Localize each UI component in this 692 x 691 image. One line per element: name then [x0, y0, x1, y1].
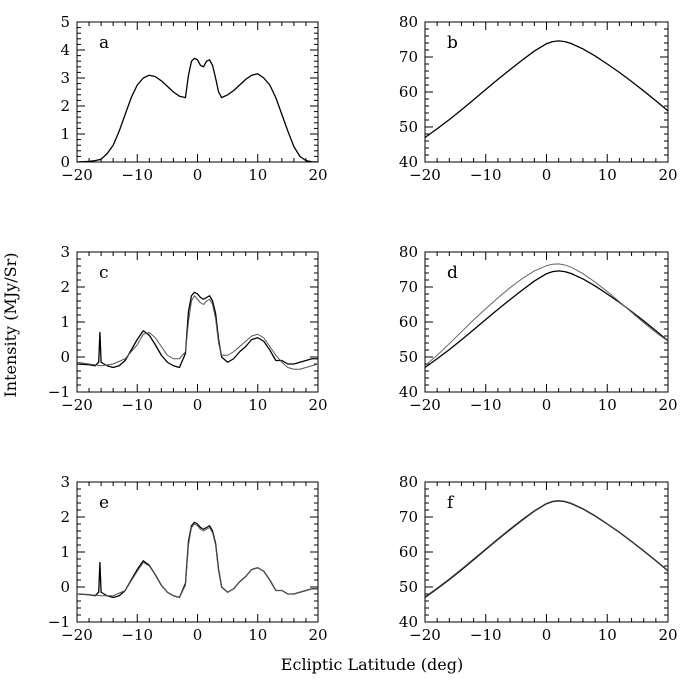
- panel-b-xtick-label: 20: [658, 166, 677, 184]
- panel-a-xtick-label: 10: [248, 166, 267, 184]
- panel-a-series-profile: [76, 57, 319, 163]
- panel-c-xtick-label: 0: [193, 396, 203, 414]
- panel-e-series-model: [76, 523, 318, 598]
- panel-a-ytick-label: 2: [60, 97, 70, 115]
- panel-a-xtick-label: −10: [121, 166, 153, 184]
- panel-d-ytick-label: 80: [399, 243, 418, 261]
- panel-f-xtick-label: 0: [542, 626, 552, 644]
- panel-b-letter: b: [447, 33, 458, 53]
- panel-a-xtick-label: −20: [61, 166, 93, 184]
- panel-d-series-model: [424, 263, 669, 367]
- panel-d-ytick-label: 60: [399, 313, 418, 331]
- panel-f-series-observed: [424, 500, 669, 599]
- panel-c-ytick-label: 1: [60, 313, 70, 331]
- panel-a-ytick-label: 1: [60, 125, 70, 143]
- y-axis-title: Intensity (MJy/Sr): [1, 252, 20, 397]
- panel-b-xtick-label: 10: [598, 166, 617, 184]
- panel-e-xtick-label: 0: [193, 626, 203, 644]
- panel-d-xtick-label: −10: [470, 396, 502, 414]
- panel-c-letter: c: [99, 263, 109, 283]
- panel-a-letter: a: [99, 33, 109, 53]
- panel-a-ytick-label: 5: [60, 13, 70, 31]
- panel-e-xtick-label: 20: [308, 626, 327, 644]
- panel-f-ytick-label: 70: [399, 508, 418, 526]
- panel-d-letter: d: [447, 263, 458, 283]
- panel-f-xtick-label: −10: [470, 626, 502, 644]
- panel-b-xtick-label: −20: [409, 166, 441, 184]
- panel-b-xtick-label: −10: [470, 166, 502, 184]
- panel-d-xtick-label: −20: [409, 396, 441, 414]
- panel-c-frame: [76, 251, 319, 393]
- panel-e-ytick-label: 3: [60, 473, 70, 491]
- panel-a-ytick-label: 0: [60, 153, 70, 171]
- panel-a-ytick-label: 3: [60, 69, 70, 87]
- panel-c-ytick-label: 2: [60, 278, 70, 296]
- panel-c-xtick-label: −10: [121, 396, 153, 414]
- panel-d-series-observed: [424, 270, 669, 369]
- panel-f-xtick-label: 10: [598, 626, 617, 644]
- panel-b-series-model: [424, 40, 669, 139]
- panel-f-letter: f: [447, 493, 455, 513]
- panel-c-ytick-label: 3: [60, 243, 70, 261]
- panel-a-xtick-label: 0: [193, 166, 203, 184]
- panel-c-ytick-label: 0: [60, 348, 70, 366]
- panel-e-xtick-label: −10: [121, 626, 153, 644]
- panel-c-xtick-label: 10: [248, 396, 267, 414]
- x-axis-title: Ecliptic Latitude (deg): [281, 655, 463, 674]
- panel-e-ytick-label: −1: [48, 613, 70, 631]
- panel-d-ytick-label: 40: [399, 383, 418, 401]
- panel-c-series-model: [76, 295, 319, 370]
- panel-d-ytick-label: 70: [399, 278, 418, 296]
- panel-d-ytick-label: 50: [399, 348, 418, 366]
- panel-c-series-observed: [76, 291, 318, 369]
- panel-b-xtick-label: 0: [542, 166, 552, 184]
- panel-f-ytick-label: 60: [399, 543, 418, 561]
- panel-b-ytick-label: 70: [399, 48, 418, 66]
- panel-e-xtick-label: −20: [61, 626, 93, 644]
- panel-d-frame: [424, 251, 669, 393]
- panel-f-ytick-label: 80: [399, 473, 418, 491]
- panel-d-xtick-label: 20: [658, 396, 677, 414]
- panel-b-ytick-label: 40: [399, 153, 418, 171]
- panel-b-ytick-label: 50: [399, 118, 418, 136]
- panel-b-ytick-label: 60: [399, 83, 418, 101]
- panel-e-ytick-label: 1: [60, 543, 70, 561]
- panel-e-ytick-label: 0: [60, 578, 70, 596]
- panel-a-xtick-label: 20: [308, 166, 327, 184]
- panel-b-frame: [424, 21, 669, 163]
- panel-f-xtick-label: 20: [658, 626, 677, 644]
- panel-e-xtick-label: 10: [248, 626, 267, 644]
- panel-f-ytick-label: 50: [399, 578, 418, 596]
- panel-b-ytick-label: 80: [399, 13, 418, 31]
- panel-f-xtick-label: −20: [409, 626, 441, 644]
- panel-e-ytick-label: 2: [60, 508, 70, 526]
- panel-c-xtick-label: −20: [61, 396, 93, 414]
- panel-e-letter: e: [99, 493, 109, 513]
- panel-a-ytick-label: 4: [60, 41, 70, 59]
- panel-a-frame: [76, 21, 319, 163]
- panel-e-series-observed: [76, 521, 318, 599]
- panel-d-xtick-label: 10: [598, 396, 617, 414]
- panel-c-ytick-label: −1: [48, 383, 70, 401]
- panel-e-frame: [76, 481, 319, 623]
- panel-c-xtick-label: 20: [308, 396, 327, 414]
- panel-f-ytick-label: 40: [399, 613, 418, 631]
- panel-d-xtick-label: 0: [542, 396, 552, 414]
- panel-f-series-model: [424, 500, 669, 598]
